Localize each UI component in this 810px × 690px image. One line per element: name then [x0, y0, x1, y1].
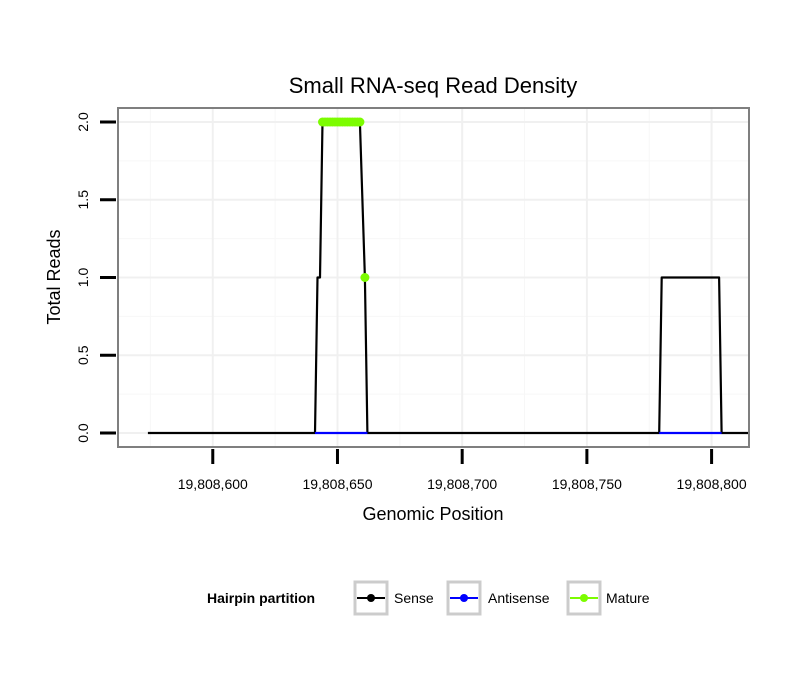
legend: Hairpin partition Sense Antisense Mature [207, 580, 650, 616]
x-tick-label: 19,808,700 [427, 476, 497, 492]
x-tick-label: 19,808,650 [302, 476, 372, 492]
legend-label: Mature [606, 590, 650, 606]
chart-title: Small RNA-seq Read Density [289, 73, 578, 98]
y-tick-label: 0.5 [75, 345, 91, 365]
x-tick-label: 19,808,800 [677, 476, 747, 492]
panel-border [117, 107, 750, 448]
legend-label: Antisense [488, 590, 550, 606]
data-point-mature [355, 117, 365, 127]
x-tick-label: 19,808,750 [552, 476, 622, 492]
x-tick-label: 19,808,600 [178, 476, 248, 492]
y-tick-label: 2.0 [75, 112, 91, 132]
y-tick-label: 1.0 [75, 268, 91, 288]
y-tick-label: 0.0 [75, 423, 91, 443]
legend-key-point [580, 594, 588, 602]
legend-key-point [460, 594, 468, 602]
data-series [147, 117, 749, 435]
axes: 19,808,600 19,808,650 19,808,700 19,808,750… [75, 112, 747, 492]
x-axis-label: Genomic Position [362, 504, 503, 524]
y-tick-label: 1.5 [75, 190, 91, 210]
legend-title: Hairpin partition [207, 590, 315, 606]
legend-entry-mature: Mature [566, 580, 650, 616]
legend-label: Sense [394, 590, 434, 606]
legend-entry-antisense: Antisense [446, 580, 550, 616]
data-point-mature [360, 273, 370, 282]
legend-entry-sense: Sense [353, 580, 434, 616]
legend-key-point [367, 594, 375, 602]
y-axis-label: Total Reads [44, 229, 64, 324]
